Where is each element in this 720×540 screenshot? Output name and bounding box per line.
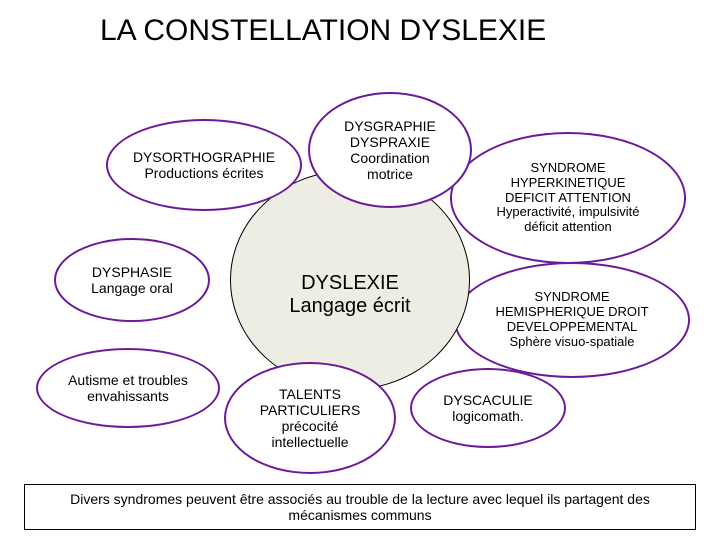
ellipse-dysphasie: DYSPHASIELangage oral bbox=[54, 238, 210, 322]
ellipse-line: SYNDROME bbox=[534, 290, 609, 305]
diagram-canvas: LA CONSTELLATION DYSLEXIE DYSLEXIELangag… bbox=[0, 0, 720, 540]
ellipse-line: HEMISPHERIQUE DROIT bbox=[495, 305, 648, 320]
ellipse-line: DEFICIT ATTENTION bbox=[505, 191, 631, 206]
ellipse-hyperkinetique: SYNDROMEHYPERKINETIQUEDEFICIT ATTENTIONH… bbox=[450, 132, 686, 264]
ellipse-line: DYSORTHOGRAPHIE bbox=[133, 149, 275, 165]
ellipse-line: HYPERKINETIQUE bbox=[511, 176, 626, 191]
ellipse-line: Autisme et troubles bbox=[68, 372, 188, 388]
ellipse-line: déficit attention bbox=[524, 220, 611, 235]
ellipse-line: intellectuelle bbox=[271, 434, 348, 450]
ellipse-dysgraphie: DYSGRAPHIEDYSPRAXIECoordinationmotrice bbox=[308, 92, 472, 208]
ellipse-hemispherique: SYNDROMEHEMISPHERIQUE DROITDEVELOPPEMENT… bbox=[454, 262, 690, 378]
ellipse-line: Productions écrites bbox=[144, 165, 263, 181]
ellipse-line: TALENTS bbox=[279, 386, 341, 402]
ellipse-dyscaculie: DYSCACULIElogicomath. bbox=[410, 368, 566, 448]
ellipse-line: Langage écrit bbox=[289, 295, 410, 318]
ellipse-line: motrice bbox=[367, 166, 413, 182]
ellipse-line: DYSGRAPHIE bbox=[344, 118, 436, 134]
ellipse-line: Sphère visuo-spatiale bbox=[509, 335, 634, 350]
ellipse-line: Hyperactivité, impulsivité bbox=[496, 205, 639, 220]
ellipse-line: SYNDROME bbox=[530, 161, 605, 176]
ellipse-line: précocité bbox=[282, 418, 339, 434]
ellipse-center: DYSLEXIELangage écrit bbox=[230, 170, 470, 390]
ellipse-line: DYSPRAXIE bbox=[350, 134, 430, 150]
ellipse-autisme: Autisme et troublesenvahissants bbox=[36, 348, 220, 428]
ellipse-line: DYSPHASIE bbox=[92, 264, 172, 280]
ellipse-line: envahissants bbox=[87, 388, 169, 404]
caption-box: Divers syndromes peuvent être associés a… bbox=[24, 484, 696, 530]
ellipse-talents: TALENTSPARTICULIERSprécocitéintellectuel… bbox=[224, 362, 396, 474]
ellipse-line: DEVELOPPEMENTAL bbox=[507, 320, 638, 335]
ellipse-line: Langage oral bbox=[91, 280, 173, 296]
ellipse-line: Coordination bbox=[350, 150, 429, 166]
ellipse-line: logicomath. bbox=[452, 408, 524, 424]
ellipse-line: PARTICULIERS bbox=[260, 402, 361, 418]
ellipse-line: DYSLEXIE bbox=[301, 272, 399, 295]
caption-text: Divers syndromes peuvent être associés a… bbox=[35, 491, 685, 523]
ellipse-line: DYSCACULIE bbox=[443, 392, 532, 408]
page-title: LA CONSTELLATION DYSLEXIE bbox=[100, 14, 546, 48]
ellipse-dysorthographie: DYSORTHOGRAPHIEProductions écrites bbox=[106, 119, 302, 211]
